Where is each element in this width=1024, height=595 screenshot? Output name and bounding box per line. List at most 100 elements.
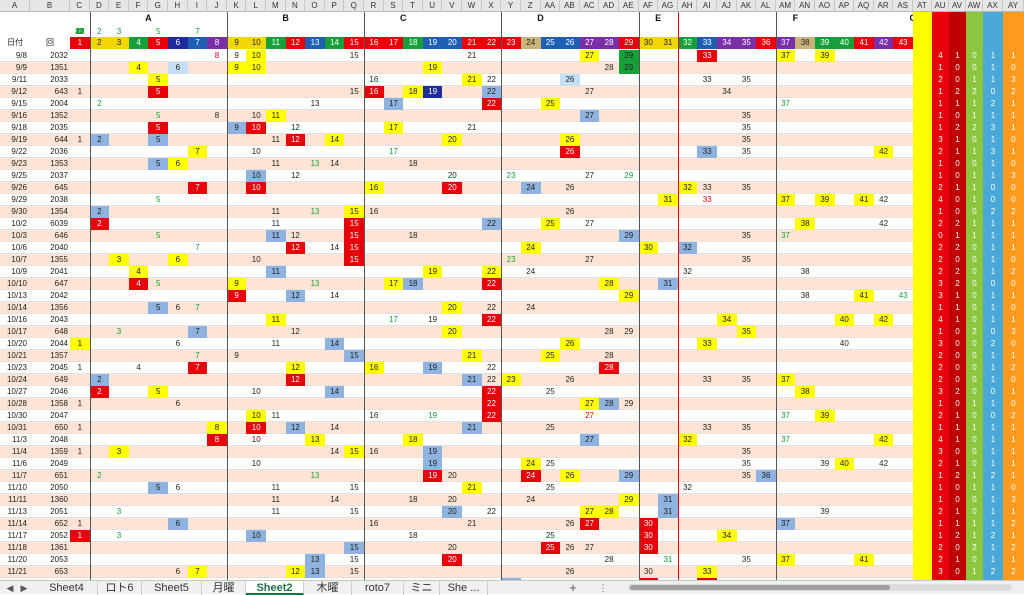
count-cell[interactable]: 2 — [1011, 519, 1016, 528]
count-cell[interactable]: 1 — [955, 135, 960, 144]
kai-cell[interactable]: 2004 — [50, 99, 68, 108]
number-cell[interactable]: 10 — [246, 62, 267, 74]
number-cell[interactable]: 9 — [226, 62, 247, 74]
count-cell[interactable]: 0 — [955, 159, 960, 168]
number-cell[interactable]: 35 — [741, 471, 751, 480]
number-cell[interactable]: 40 — [834, 458, 855, 470]
number-cell[interactable]: 19 — [422, 458, 443, 470]
count-cell[interactable]: 2 — [955, 219, 960, 228]
number-cell[interactable]: 35 — [741, 183, 751, 192]
column-header-c[interactable]: C — [70, 0, 90, 12]
number-cell[interactable]: 19 — [428, 315, 438, 324]
count-cell[interactable]: 1 — [955, 459, 960, 468]
number-cell[interactable]: 14 — [324, 338, 345, 350]
count-cell[interactable]: 1 — [938, 327, 943, 336]
column-header-y[interactable]: Y — [501, 0, 521, 12]
number-cell[interactable]: 5 — [148, 386, 168, 398]
count-cell[interactable]: 0 — [955, 375, 960, 384]
column-header-af[interactable]: AF — [638, 0, 659, 12]
count-cell[interactable]: 0 — [990, 327, 996, 336]
count-cell[interactable]: 1 — [972, 531, 977, 540]
kai-cell[interactable]: 2048 — [50, 435, 68, 444]
count-cell[interactable]: 3 — [1011, 327, 1016, 336]
number-cell[interactable]: 43 — [898, 291, 908, 300]
number-cell[interactable]: 7 — [187, 146, 208, 158]
number-cell[interactable]: 14 — [330, 291, 340, 300]
number-cell[interactable]: 20 — [447, 495, 457, 504]
number-cell[interactable]: 22 — [481, 98, 502, 110]
count-cell[interactable]: 2 — [938, 555, 943, 564]
number-cell[interactable]: 10 — [246, 410, 267, 422]
date-cell[interactable]: 10/10 — [6, 279, 27, 288]
number-cell[interactable]: 5 — [155, 195, 161, 204]
column-header-h[interactable]: H — [168, 0, 188, 12]
column-header-z[interactable]: Z — [520, 0, 541, 12]
count-cell[interactable]: 2 — [955, 87, 960, 96]
count-cell[interactable]: 2 — [1011, 267, 1016, 276]
count-cell[interactable]: 1 — [1011, 459, 1016, 468]
number-cell[interactable]: 2 — [89, 134, 110, 146]
count-cell[interactable]: 1 — [955, 423, 960, 432]
date-cell[interactable]: 11/18 — [7, 543, 27, 552]
number-cell[interactable]: 38 — [800, 291, 810, 300]
number-cell[interactable]: 18 — [403, 278, 423, 290]
count-cell[interactable]: 2 — [1011, 87, 1016, 96]
number-cell[interactable]: 37 — [775, 374, 796, 386]
number-cell[interactable]: 1 — [77, 135, 83, 144]
count-cell[interactable]: 1 — [990, 519, 996, 528]
column-header-m[interactable]: M — [266, 0, 286, 12]
number-cell[interactable]: 5 — [155, 279, 161, 288]
count-cell[interactable]: 0 — [955, 495, 960, 504]
column-header-x[interactable]: X — [481, 0, 502, 12]
number-cell[interactable]: 16 — [369, 75, 379, 84]
count-cell[interactable]: 0 — [990, 183, 996, 192]
number-cell[interactable]: 9 — [234, 351, 239, 360]
count-cell[interactable]: 1 — [990, 423, 996, 432]
number-cell[interactable]: 12 — [285, 422, 306, 434]
number-cell[interactable]: 26 — [560, 134, 580, 146]
count-cell[interactable]: 0 — [955, 111, 960, 120]
count-cell[interactable]: 0 — [972, 339, 977, 348]
count-cell[interactable]: 1 — [972, 219, 977, 228]
count-cell[interactable]: 3 — [938, 567, 943, 576]
number-cell[interactable]: 26 — [565, 375, 575, 384]
count-cell[interactable]: 0 — [972, 267, 977, 276]
number-cell[interactable]: 16 — [369, 207, 379, 216]
kai-cell[interactable]: 1359 — [50, 447, 68, 456]
number-cell[interactable]: 14 — [324, 386, 345, 398]
count-cell[interactable]: 1 — [972, 231, 977, 240]
number-cell[interactable]: 27 — [579, 506, 600, 518]
count-cell[interactable]: 0 — [972, 459, 977, 468]
date-cell[interactable]: 9/22 — [11, 147, 27, 156]
number-cell[interactable]: 29 — [624, 327, 634, 336]
count-cell[interactable]: 0 — [972, 207, 977, 216]
column-header-b[interactable]: B — [30, 0, 70, 12]
number-cell[interactable]: 29 — [618, 494, 639, 506]
date-cell[interactable]: 10/30 — [6, 411, 27, 420]
column-header-r[interactable]: R — [364, 0, 384, 12]
number-cell[interactable]: 18 — [408, 531, 418, 540]
number-cell[interactable]: 9 — [226, 278, 247, 290]
number-cell[interactable]: 6 — [168, 254, 188, 266]
column-header-e[interactable]: E — [109, 0, 129, 12]
count-cell[interactable]: 1 — [938, 483, 943, 492]
count-cell[interactable]: 0 — [990, 279, 996, 288]
column-header-q[interactable]: Q — [344, 0, 365, 12]
number-cell[interactable]: 10 — [246, 122, 267, 134]
column-header-aq[interactable]: AQ — [854, 0, 874, 12]
count-cell[interactable]: 2 — [955, 243, 960, 252]
number-cell[interactable]: 11 — [271, 495, 280, 504]
number-cell[interactable]: 12 — [290, 171, 300, 180]
count-cell[interactable]: 0 — [1011, 303, 1016, 312]
number-cell[interactable]: 4 — [136, 363, 141, 372]
count-cell[interactable]: 2 — [990, 567, 996, 576]
kai-cell[interactable]: 1361 — [50, 543, 68, 552]
count-cell[interactable]: 0 — [955, 339, 960, 348]
number-cell[interactable]: 42 — [879, 219, 889, 228]
kai-cell[interactable]: 2032 — [50, 51, 68, 60]
number-cell[interactable]: 27 — [579, 398, 600, 410]
count-cell[interactable]: 0 — [972, 303, 977, 312]
count-cell[interactable]: 1 — [972, 147, 977, 156]
number-cell[interactable]: 28 — [604, 63, 614, 72]
number-cell[interactable]: 18 — [403, 86, 423, 98]
